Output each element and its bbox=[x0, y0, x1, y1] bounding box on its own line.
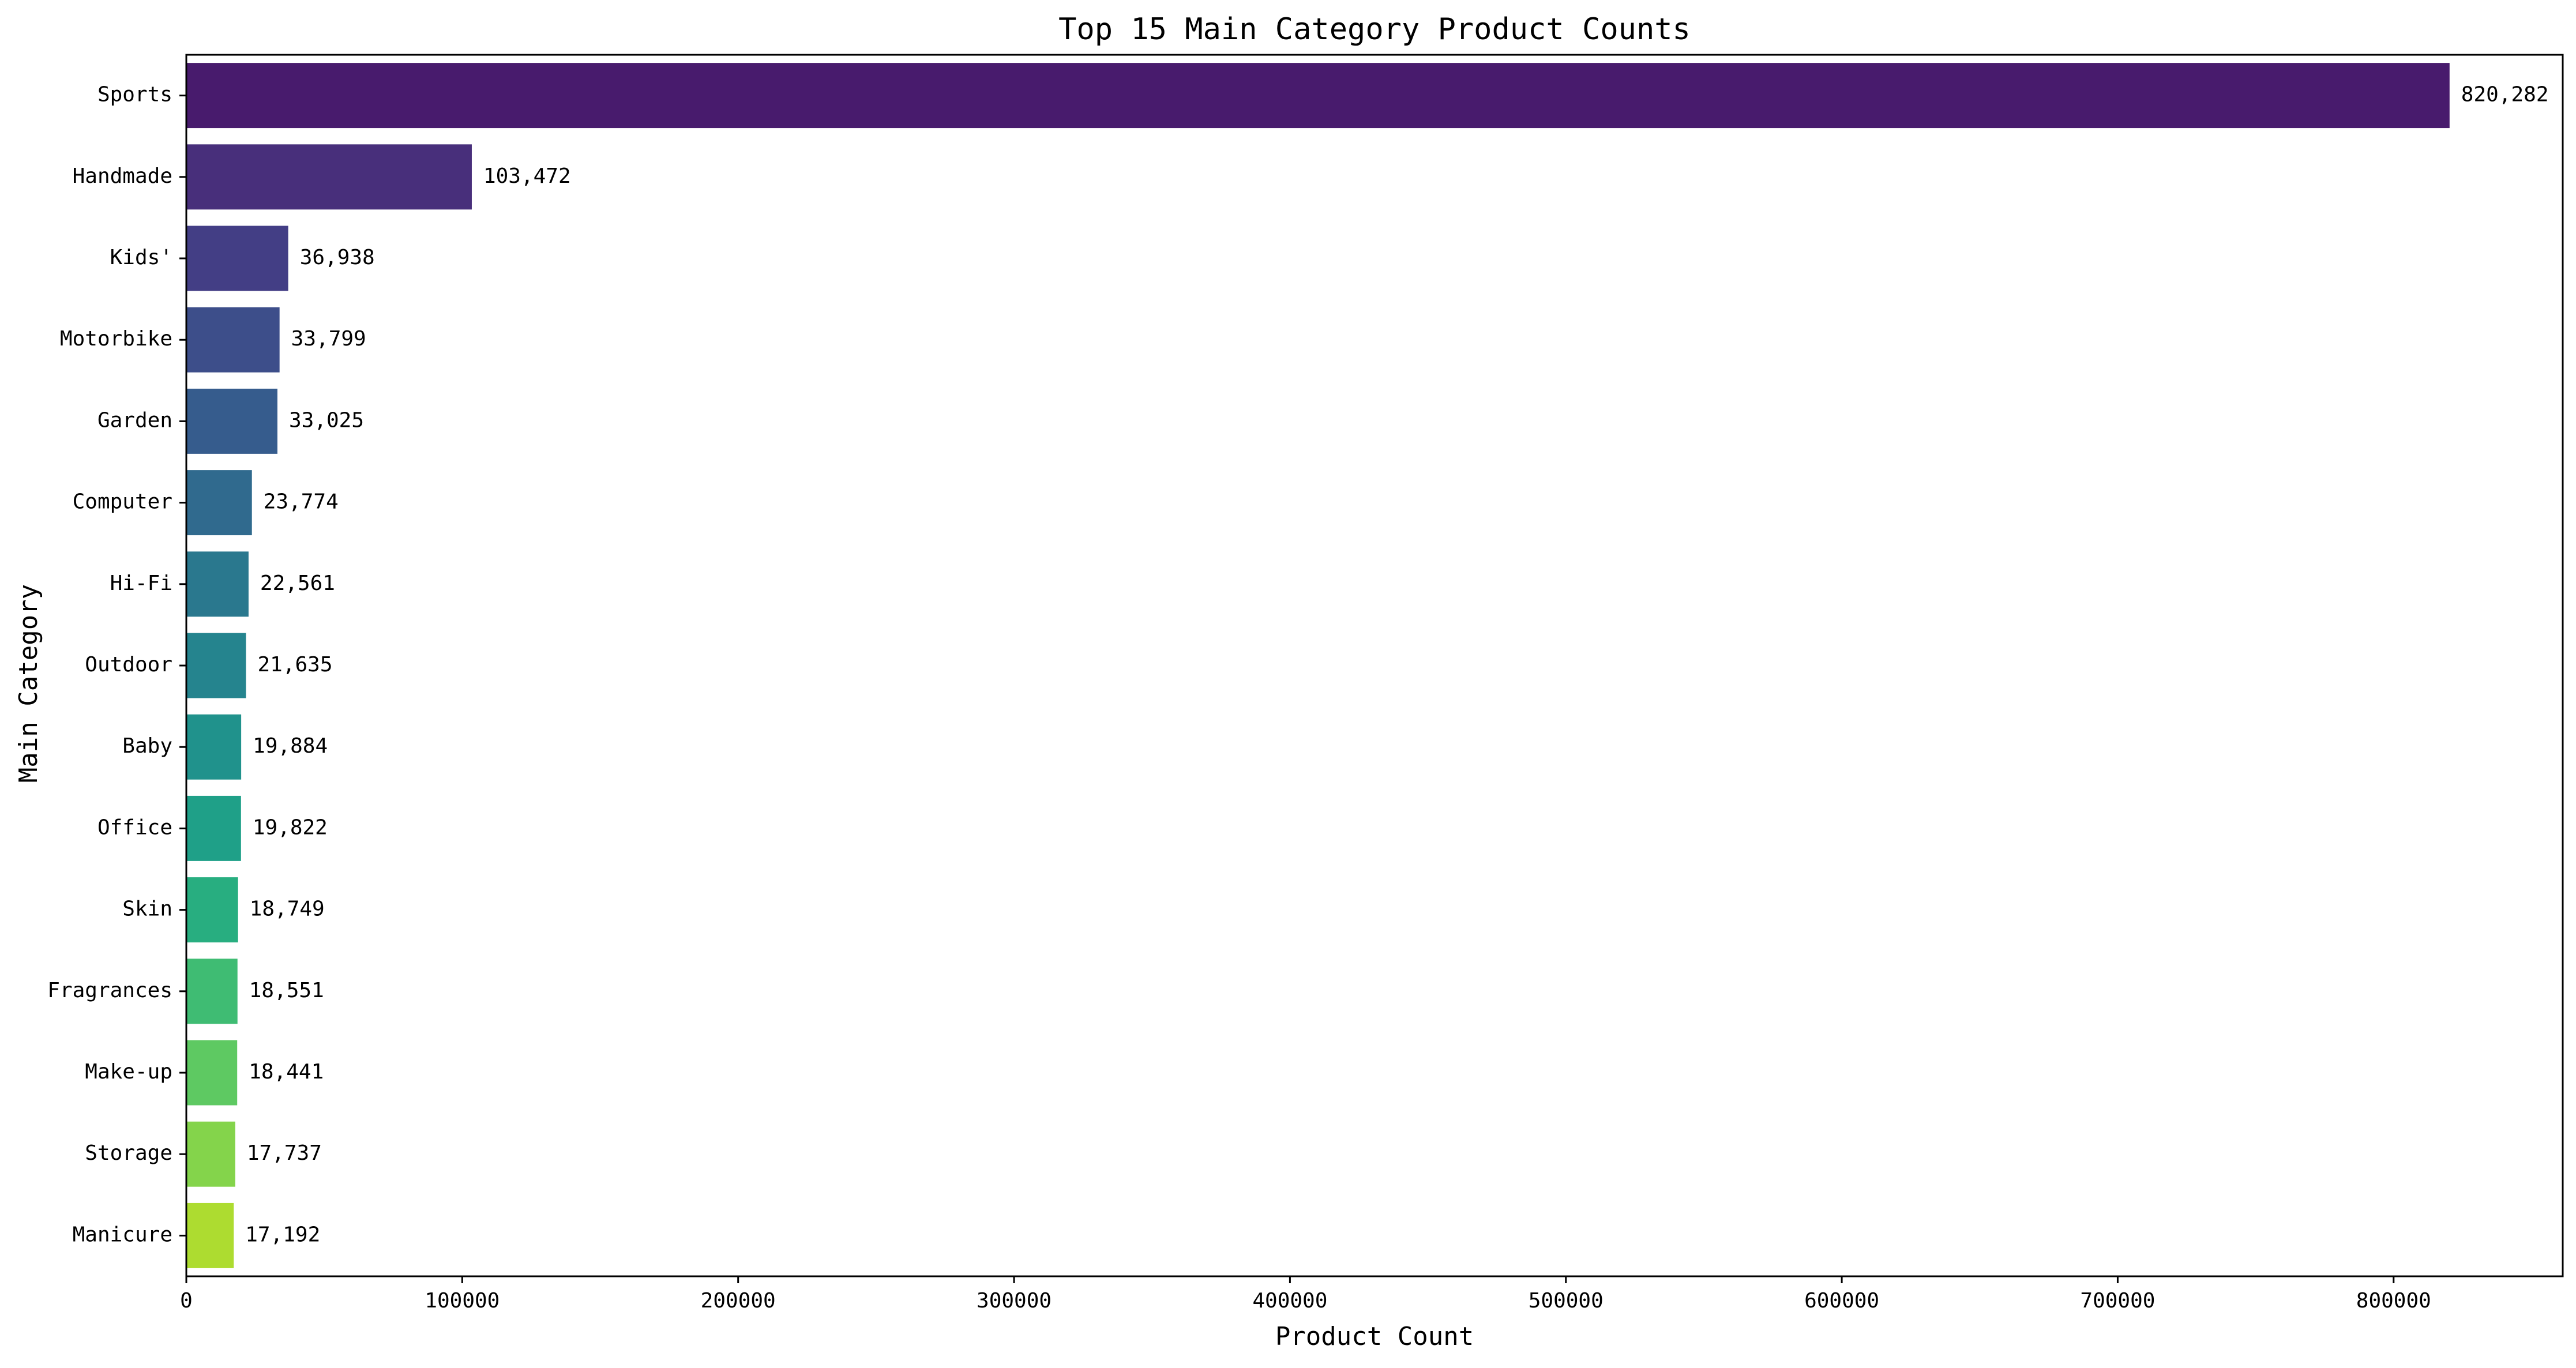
bar-office bbox=[186, 795, 241, 861]
bar-skin bbox=[186, 877, 238, 943]
y-tick-label: Garden bbox=[97, 408, 172, 432]
x-tick-label: 600000 bbox=[1804, 1289, 1879, 1313]
bar-handmade bbox=[186, 144, 472, 210]
data-label: 103,472 bbox=[483, 164, 571, 188]
bar-fragrances bbox=[186, 959, 238, 1024]
x-tick-label: 300000 bbox=[977, 1289, 1052, 1313]
chart-title: Top 15 Main Category Product Counts bbox=[1058, 12, 1691, 47]
y-tick-label: Outdoor bbox=[85, 653, 172, 677]
bar-sports bbox=[186, 63, 2450, 129]
x-axis: 0 100000 200000 300000 400000 500000 600000 700… bbox=[180, 1276, 2431, 1313]
data-label: 21,635 bbox=[257, 653, 332, 677]
data-label: 18,749 bbox=[250, 897, 325, 921]
data-label: 22,561 bbox=[260, 572, 335, 595]
data-label: 820,282 bbox=[2461, 83, 2549, 107]
bar-storage bbox=[186, 1121, 235, 1187]
y-tick-label: Manicure bbox=[73, 1223, 172, 1246]
bar-make-up bbox=[186, 1040, 238, 1106]
bar-baby bbox=[186, 714, 242, 780]
y-tick-label: Computer bbox=[73, 490, 172, 514]
bar-computer bbox=[186, 470, 252, 536]
data-labels: 820,282 103,472 36,938 33,799 33,025 23,774 22… bbox=[245, 83, 2548, 1247]
bar-kids bbox=[186, 226, 288, 291]
y-axis-title: Main Category bbox=[14, 584, 43, 783]
data-label: 23,774 bbox=[264, 490, 339, 514]
x-tick-label: 200000 bbox=[701, 1289, 776, 1313]
data-label: 33,799 bbox=[291, 327, 366, 351]
y-tick-label: Storage bbox=[85, 1141, 172, 1165]
x-tick-label: 0 bbox=[180, 1289, 193, 1313]
y-axis: Sports Handmade Kids' Motorbike Garden Comput… bbox=[47, 83, 186, 1246]
x-axis-title: Product Count bbox=[1275, 1322, 1474, 1351]
data-label: 18,551 bbox=[249, 979, 324, 1002]
x-tick-label: 400000 bbox=[1252, 1289, 1327, 1313]
data-label: 36,938 bbox=[300, 246, 375, 269]
data-label: 17,737 bbox=[247, 1141, 322, 1165]
x-tick-label: 500000 bbox=[1529, 1289, 1604, 1313]
data-label: 19,884 bbox=[253, 734, 328, 758]
plot-frame bbox=[185, 54, 2564, 1277]
bar-hi-fi bbox=[186, 551, 249, 617]
y-tick-label: Fragrances bbox=[47, 979, 172, 1002]
y-tick-label: Motorbike bbox=[60, 327, 172, 351]
bar-manicure bbox=[186, 1202, 234, 1268]
data-label: 33,025 bbox=[289, 408, 364, 432]
y-tick-label: Office bbox=[97, 815, 172, 839]
x-tick-label: 700000 bbox=[2080, 1289, 2155, 1313]
bar-outdoor bbox=[186, 633, 246, 698]
y-tick-label: Baby bbox=[122, 734, 172, 758]
bar-garden bbox=[186, 388, 277, 454]
y-tick-label: Make-up bbox=[85, 1060, 172, 1084]
bar-motorbike bbox=[186, 307, 280, 373]
x-tick-label: 100000 bbox=[425, 1289, 500, 1313]
x-tick-label: 800000 bbox=[2356, 1289, 2431, 1313]
y-tick-label: Sports bbox=[97, 83, 172, 107]
y-tick-label: Kids' bbox=[110, 246, 172, 269]
bar-series bbox=[186, 63, 2450, 1268]
y-tick-label: Skin bbox=[122, 897, 172, 921]
data-label: 17,192 bbox=[245, 1223, 320, 1246]
data-label: 18,441 bbox=[249, 1060, 324, 1084]
y-tick-label: Hi-Fi bbox=[110, 572, 172, 595]
y-tick-label: Handmade bbox=[73, 164, 172, 188]
data-label: 19,822 bbox=[253, 815, 328, 839]
